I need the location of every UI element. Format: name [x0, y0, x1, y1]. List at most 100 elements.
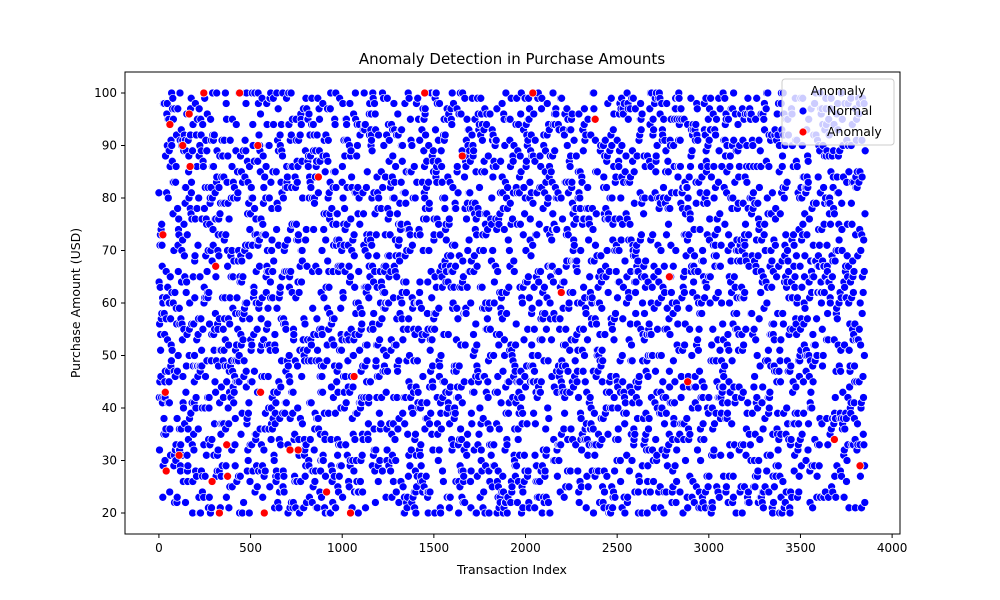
normal-point — [284, 351, 294, 360]
normal-point — [437, 162, 446, 171]
normal-point — [179, 219, 189, 229]
normal-point — [349, 251, 359, 261]
normal-point — [425, 487, 435, 497]
normal-point — [382, 445, 392, 455]
normal-point — [574, 498, 584, 507]
normal-point — [842, 477, 851, 486]
chart-title: Anomaly Detection in Purchase Amounts — [359, 50, 665, 68]
normal-point — [498, 471, 508, 481]
normal-point — [309, 225, 318, 234]
normal-point — [853, 419, 862, 429]
normal-point — [818, 351, 828, 360]
normal-point — [830, 393, 840, 402]
normal-point — [221, 461, 231, 471]
normal-point — [451, 204, 461, 213]
normal-point — [261, 162, 271, 171]
normal-point — [394, 356, 404, 366]
normal-point — [182, 230, 192, 240]
normal-point — [319, 225, 329, 234]
normal-point — [844, 345, 854, 355]
normal-point — [768, 188, 777, 198]
normal-point — [436, 508, 445, 518]
normal-point — [236, 429, 246, 439]
normal-point — [181, 183, 191, 192]
normal-point — [431, 125, 440, 135]
normal-point — [371, 445, 381, 455]
normal-point — [325, 104, 335, 114]
normal-point — [817, 298, 826, 308]
normal-point — [511, 319, 521, 329]
anomaly-point — [207, 477, 217, 486]
normal-point — [702, 188, 712, 198]
normal-point — [324, 282, 334, 292]
normal-point — [333, 450, 342, 460]
normal-point — [300, 471, 310, 481]
normal-point — [441, 235, 451, 245]
normal-point — [764, 162, 774, 171]
normal-point — [440, 130, 450, 140]
normal-point — [815, 240, 824, 250]
y-tick-label: 20 — [102, 506, 117, 520]
normal-point — [592, 319, 601, 329]
normal-point — [301, 225, 311, 234]
normal-point — [803, 445, 813, 455]
normal-point — [209, 130, 219, 140]
normal-point — [580, 351, 589, 360]
normal-point — [452, 162, 462, 171]
normal-point — [588, 424, 598, 434]
normal-point — [288, 387, 298, 397]
normal-point — [590, 450, 600, 460]
normal-point — [269, 456, 279, 465]
normal-point — [610, 492, 620, 502]
normal-point — [239, 356, 249, 366]
normal-point — [641, 256, 650, 266]
normal-point — [859, 393, 868, 402]
normal-point — [250, 366, 259, 376]
normal-point — [488, 172, 498, 182]
normal-point — [264, 141, 274, 150]
normal-point — [724, 345, 734, 355]
normal-point — [173, 104, 183, 114]
normal-point — [659, 261, 669, 271]
normal-point — [597, 377, 607, 387]
normal-point — [702, 198, 712, 208]
normal-point — [477, 282, 487, 292]
normal-point — [259, 445, 269, 455]
normal-point — [271, 167, 281, 177]
normal-point — [634, 398, 644, 408]
normal-point — [574, 393, 583, 402]
normal-point — [466, 298, 476, 308]
normal-point — [644, 424, 653, 434]
normal-point — [276, 440, 285, 450]
normal-point — [694, 324, 704, 334]
normal-point — [644, 319, 654, 329]
anomaly-point — [259, 508, 269, 518]
normal-point — [617, 141, 627, 150]
normal-point — [704, 393, 714, 402]
normal-point — [211, 387, 220, 397]
normal-point — [794, 419, 803, 429]
normal-point — [489, 298, 499, 308]
normal-point — [244, 508, 254, 518]
normal-point — [522, 419, 532, 429]
normal-point — [254, 130, 264, 140]
normal-point — [157, 219, 167, 229]
normal-point — [591, 209, 601, 219]
normal-point — [529, 324, 539, 334]
normal-point — [214, 183, 224, 192]
x-tick-label: 0 — [155, 541, 163, 555]
normal-point — [753, 198, 763, 208]
normal-point — [260, 466, 270, 476]
normal-point — [704, 471, 714, 481]
normal-point — [321, 471, 330, 481]
normal-point — [633, 487, 643, 497]
normal-point — [551, 109, 561, 119]
normal-point — [337, 177, 347, 187]
normal-point — [627, 340, 636, 350]
normal-point — [756, 288, 766, 297]
normal-point — [671, 498, 681, 507]
normal-point — [822, 240, 832, 250]
normal-point — [222, 377, 232, 387]
normal-point — [535, 477, 544, 486]
normal-point — [374, 130, 383, 140]
